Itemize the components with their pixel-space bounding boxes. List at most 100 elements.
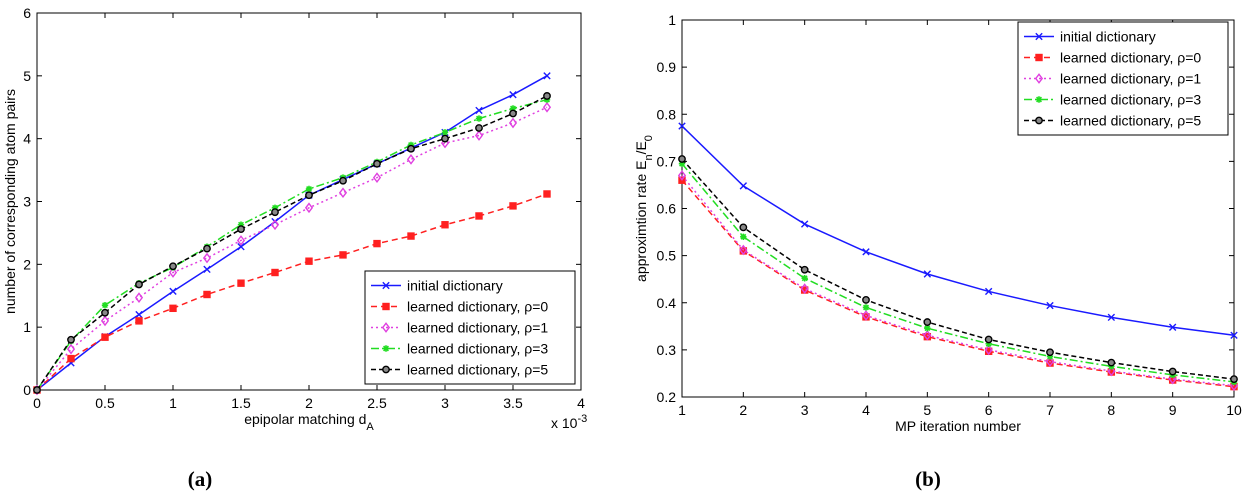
- data-point: [237, 221, 245, 228]
- data-point: [373, 239, 381, 248]
- data-point: [135, 280, 143, 289]
- caption-a: (a): [188, 467, 213, 491]
- y-tick-label: 0.3: [657, 342, 677, 358]
- x-tick-label: 7: [1046, 402, 1054, 418]
- data-point: [101, 333, 109, 341]
- data-point: [203, 290, 211, 299]
- data-point: [509, 109, 517, 118]
- x-tick-label: 1: [678, 402, 686, 418]
- data-point: [407, 144, 415, 153]
- data-point: [800, 220, 809, 228]
- series-line: [681, 175, 1235, 387]
- data-point: [1045, 356, 1055, 368]
- legend: initial dictionary learned dictionary, ρ=…: [364, 270, 576, 385]
- data-point: [475, 124, 483, 132]
- x-tick-label: 3: [441, 395, 449, 411]
- data-point: [1168, 367, 1177, 376]
- data-point: [236, 235, 246, 246]
- data-point: [406, 154, 416, 165]
- legend-box: [1017, 21, 1229, 136]
- data-point: [169, 304, 177, 313]
- data-point: [305, 257, 313, 265]
- data-point: [270, 219, 280, 231]
- series-line: [681, 158, 1235, 380]
- data-point: [407, 232, 415, 240]
- legend-box: [364, 270, 576, 385]
- data-point: [984, 287, 993, 296]
- data-point: [203, 244, 211, 253]
- data-point: [800, 283, 809, 294]
- data-point: [237, 243, 245, 251]
- data-point: [305, 185, 313, 193]
- legend-label: learned dictionary, ρ=5: [407, 362, 548, 378]
- legend-label: initial dictionary: [407, 278, 503, 294]
- data-point: [923, 329, 932, 341]
- data-point: [338, 187, 348, 199]
- data-point: [1168, 323, 1177, 331]
- y-tick-label: 0.9: [657, 59, 677, 75]
- data-point: [135, 310, 143, 319]
- data-point: [739, 244, 748, 256]
- data-point: [169, 287, 177, 296]
- legend-marker: [382, 302, 390, 311]
- legend-label: learned dictionary, ρ=3: [1060, 92, 1201, 108]
- x-tick-label: 1.5: [231, 395, 251, 411]
- data-point: [984, 344, 993, 356]
- data-point: [101, 301, 109, 309]
- data-point: [984, 335, 993, 344]
- x-tick-label: 6: [985, 402, 993, 418]
- legend-label: learned dictionary, ρ=0: [1060, 50, 1201, 66]
- data-point: [134, 292, 144, 303]
- y-tick-label: 0.5: [657, 248, 677, 264]
- x-tick-label: 9: [1169, 402, 1177, 418]
- x-tick-label: 2: [305, 395, 313, 411]
- y-tick-label: 0.2: [657, 389, 677, 405]
- y-tick-label: 0.7: [657, 153, 677, 169]
- x-tick-label: 2.5: [367, 395, 387, 411]
- data-point: [1046, 301, 1054, 310]
- x-tick-label: 0: [33, 395, 41, 411]
- y-axis-label-subscript: 0: [643, 135, 655, 141]
- data-point: [339, 176, 347, 185]
- data-point: [740, 233, 747, 240]
- data-point: [271, 208, 279, 217]
- legend-marker: [381, 322, 391, 333]
- x-tick-label: 8: [1107, 402, 1115, 418]
- y-tick-label: 0.4: [657, 295, 677, 311]
- data-point: [923, 270, 932, 278]
- data-point: [1230, 375, 1238, 383]
- legend-marker: [382, 281, 390, 290]
- x-tick-label: 0.5: [95, 395, 115, 411]
- x-tick-label: 3.5: [503, 395, 523, 411]
- legend-label: learned dictionary, ρ=0: [407, 299, 548, 315]
- legend-label: learned dictionary, ρ=1: [407, 320, 548, 336]
- data-point: [542, 101, 552, 113]
- data-point: [543, 190, 551, 198]
- x-tick-label: 4: [577, 395, 585, 411]
- data-point: [543, 72, 551, 80]
- legend-marker: [1035, 53, 1043, 62]
- data-point: [237, 279, 245, 287]
- data-point: [1107, 358, 1116, 367]
- series-line: [36, 98, 548, 391]
- data-point: [739, 223, 748, 232]
- x-multiplier-exponent: -3: [577, 413, 587, 425]
- data-point: [475, 115, 483, 122]
- data-point: [441, 134, 449, 143]
- data-point: [33, 386, 41, 394]
- data-point: [100, 315, 110, 327]
- y-axis-label-subscript: n: [643, 154, 655, 160]
- data-point: [135, 317, 143, 325]
- y-tick-label: 0.6: [657, 201, 677, 217]
- data-point: [67, 335, 75, 344]
- data-point: [304, 202, 314, 214]
- data-point: [509, 202, 517, 210]
- x-tick-label: 3: [801, 402, 809, 418]
- y-tick-label: 3: [23, 194, 31, 210]
- data-point: [1107, 365, 1116, 377]
- data-point: [66, 343, 76, 355]
- data-point: [474, 130, 484, 141]
- data-point: [862, 248, 870, 256]
